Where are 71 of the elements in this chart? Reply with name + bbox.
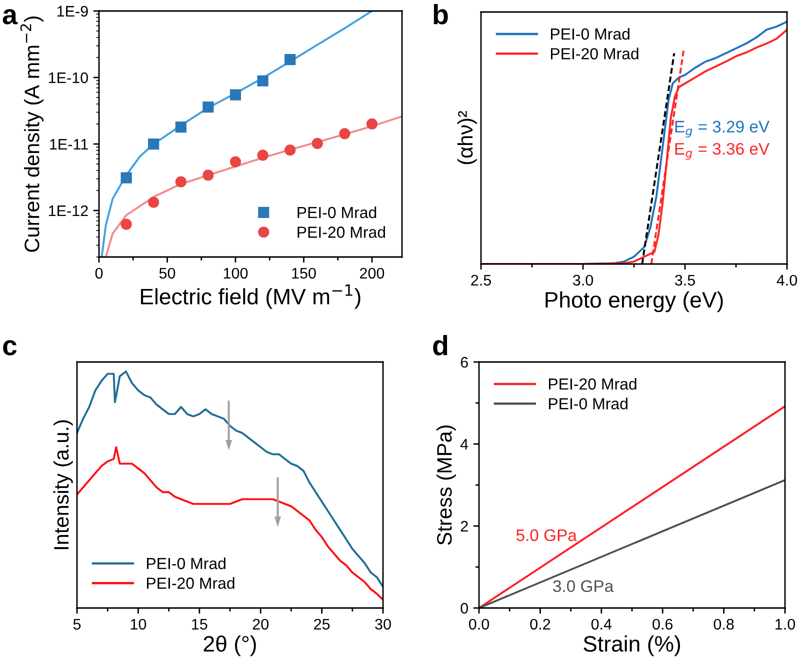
y-tick-label: 6: [460, 356, 468, 368]
chart-title: d: [433, 335, 448, 356]
point: [312, 138, 323, 149]
y-axis-title: Current density (A mm$^{−2}$): [20, 16, 44, 252]
y-axis-title: (αhν)²: [457, 110, 477, 164]
point: [257, 150, 268, 161]
y-tick-label: 1E-12: [48, 205, 88, 216]
y-tick-label: 1E-11: [50, 139, 88, 150]
x-tick-label: 2.5: [471, 274, 491, 286]
annotation: E$_{g}$ = 3.29 eV: [675, 120, 770, 138]
y-axis-title: Intensity (a.u.): [53, 420, 73, 550]
line-series: [104, 115, 402, 257]
point: [175, 176, 186, 188]
point: [148, 196, 160, 208]
annotation: E$_{g}$ = 3.36 eV: [675, 142, 770, 160]
x-tick-label: 3.0: [572, 274, 594, 286]
y-tick-label: 1E-9: [57, 6, 88, 17]
x-tick-label: 30: [375, 618, 391, 630]
chart-title: b: [434, 4, 448, 24]
x-tick-label: 0.0: [468, 618, 490, 630]
point: [284, 144, 296, 156]
x-tick-label: 0: [95, 268, 103, 279]
x-tick-label: 0.8: [714, 618, 734, 630]
x-axis-title: Photo energy (eV): [546, 291, 723, 312]
legend-label: PEI-20 Mrad: [548, 378, 636, 390]
point: [257, 75, 268, 86]
point: [202, 101, 214, 113]
x-tick-label: 0.6: [652, 618, 673, 630]
legend-label: PEI-0 Mrad: [550, 28, 630, 40]
y-tick-label: 4: [460, 439, 468, 450]
y-tick-label: 0: [460, 602, 468, 614]
x-tick-label: 4.0: [776, 274, 798, 286]
point: [175, 121, 186, 133]
chart-title: a: [2, 9, 18, 24]
annotation: 5.0 GPa: [516, 529, 577, 542]
y-tick-label: 1E-10: [48, 72, 88, 84]
x-tick-label: 25: [314, 618, 330, 630]
legend-label: PEI-20 Mrad: [298, 226, 386, 238]
point: [366, 118, 378, 130]
x-tick-label: 20: [252, 618, 268, 630]
point: [202, 170, 214, 181]
point: [120, 218, 132, 230]
y-axis-title: Stress (MPa): [436, 426, 456, 545]
x-axis-title: Strain (%): [584, 635, 680, 656]
legend-label: PEI-20 Mrad: [146, 577, 234, 589]
annotation: 3.0 GPa: [553, 580, 614, 592]
x-tick-label: 100: [224, 268, 248, 279]
point: [339, 128, 350, 140]
x-tick-label: 1.0: [776, 618, 796, 630]
x-tick-label: 0.2: [530, 618, 550, 630]
x-axis-title: 2θ (°): [204, 635, 256, 656]
y-tick-label: 2: [460, 520, 468, 532]
x-tick-label: 15: [192, 618, 208, 630]
x-tick-label: 5: [73, 618, 81, 630]
point: [148, 138, 160, 150]
x-tick-label: 50: [159, 268, 176, 279]
legend-label: PEI-20 Mrad: [550, 48, 638, 60]
x-axis-title: Electric field (MV m$^{−1}$): [140, 284, 360, 309]
point: [230, 89, 242, 100]
point: [284, 54, 296, 66]
point: [120, 172, 132, 184]
legend-label: PEI-0 Mrad: [298, 206, 376, 218]
x-tick-label: 150: [292, 268, 316, 279]
legend-label: PEI-0 Mrad: [548, 398, 628, 410]
x-tick-label: 200: [360, 268, 384, 279]
x-tick-label: 0.4: [591, 618, 612, 630]
x-tick-label: 3.5: [674, 274, 695, 286]
chart-title: c: [3, 340, 17, 356]
point: [230, 156, 242, 168]
x-tick-label: 10: [130, 618, 146, 630]
legend-label: PEI-0 Mrad: [146, 557, 226, 570]
